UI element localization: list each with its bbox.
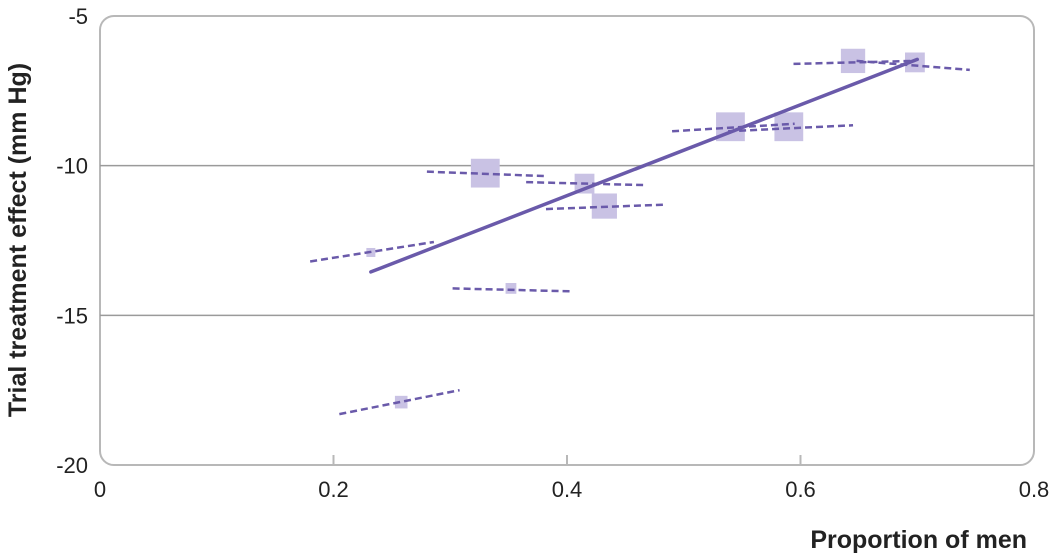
trial-line [339, 388, 460, 416]
trial-lines [309, 59, 970, 416]
y-tick-label: -10 [56, 154, 88, 179]
x-axis-ticks: 0 0.2 0.4 0.6 0.8 [94, 455, 1049, 502]
x-tick-label: 0.6 [785, 477, 816, 502]
regression-line-group [369, 57, 919, 274]
x-axis-title: Proportion of men [810, 526, 1027, 554]
trial-line [452, 287, 573, 293]
y-tick-label: -15 [56, 303, 88, 328]
trial-marker [505, 282, 517, 294]
x-tick-label: 0.8 [1019, 477, 1050, 502]
trial-line [545, 203, 667, 211]
y-tick-label: -20 [56, 453, 88, 478]
x-tick-label: 0.2 [318, 477, 349, 502]
trial-line [793, 59, 915, 66]
plot-frame [99, 15, 1035, 466]
trial-line [426, 170, 548, 178]
y-axis-ticks: -20 -15 -10 -5 [56, 4, 88, 478]
trial-line [671, 122, 795, 133]
trial-marker [394, 395, 408, 409]
trial-line [309, 240, 435, 263]
y-axis-title: Trial treatment effect (mm Hg) [4, 63, 32, 417]
y-tick-label: -5 [68, 4, 88, 29]
trial-line [526, 180, 647, 187]
trial-marker [905, 52, 925, 73]
gridlines [100, 164, 1034, 317]
regression-line [369, 57, 919, 274]
trial-line [856, 59, 970, 72]
x-tick-label: 0.4 [552, 477, 583, 502]
x-tick-label: 0 [94, 477, 106, 502]
trial-line [728, 124, 854, 133]
